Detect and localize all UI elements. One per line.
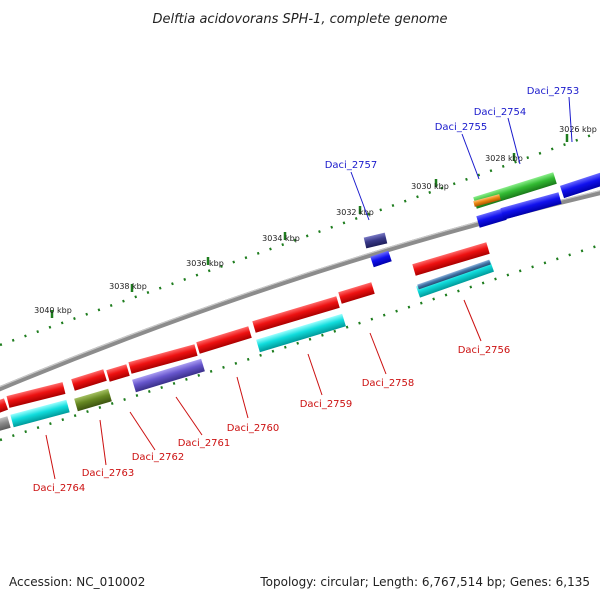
gene-block-red-6 bbox=[71, 369, 107, 391]
leader-line bbox=[568, 96, 573, 143]
map-title: Delftia acidovorans SPH-1, complete geno… bbox=[152, 12, 447, 27]
tick-label: 3034 kbp bbox=[262, 234, 300, 243]
tick-label: 3036 kbp bbox=[186, 259, 224, 268]
leader-line bbox=[307, 353, 323, 396]
gene-label-daci-2757[interactable]: Daci_2757 bbox=[325, 160, 378, 171]
gene-label-daci-2755[interactable]: Daci_2755 bbox=[435, 122, 488, 133]
scale-track-inner bbox=[0, 243, 600, 442]
leader-line bbox=[99, 419, 107, 466]
gene-features bbox=[0, 172, 600, 431]
leader-line bbox=[463, 299, 482, 342]
gene-block-red-4 bbox=[128, 344, 198, 374]
gene-block-daci-2759 bbox=[256, 313, 346, 353]
gene-block-red-2 bbox=[252, 296, 340, 333]
leader-line bbox=[461, 133, 480, 180]
gene-block-daci-2761 bbox=[132, 358, 205, 393]
gene-block-blue-forward bbox=[500, 192, 562, 220]
leader-line bbox=[45, 434, 56, 480]
leader-line bbox=[507, 117, 521, 165]
leader-line bbox=[175, 396, 203, 436]
gene-label-daci-2759[interactable]: Daci_2759 bbox=[300, 399, 353, 410]
gene-block-red-1 bbox=[412, 242, 490, 276]
tick-label: 3026 kbp bbox=[559, 125, 597, 134]
accession-text: Accession: NC_010002 bbox=[9, 575, 146, 589]
gene-label-daci-2763[interactable]: Daci_2763 bbox=[82, 468, 135, 479]
genome-backbone bbox=[0, 190, 600, 392]
gene-label-daci-2754[interactable]: Daci_2754 bbox=[474, 107, 527, 118]
tick-label: 3030 kbp bbox=[411, 182, 449, 191]
gene-block-daci-2764 bbox=[10, 399, 70, 428]
leader-line bbox=[129, 411, 156, 451]
gene-label-daci-2761[interactable]: Daci_2761 bbox=[178, 438, 231, 449]
gene-block-daci-2755-orange bbox=[473, 194, 501, 207]
gene-block-daci-2755 bbox=[476, 208, 507, 228]
gene-label-daci-2753[interactable]: Daci_2753 bbox=[527, 86, 580, 97]
gene-block-red-5 bbox=[106, 364, 130, 382]
gene-block-red-7 bbox=[6, 382, 66, 408]
tick-marks: 3026 kbp 3028 kbp 3030 kbp 3032 kbp 3034 kbp… bbox=[34, 125, 597, 318]
gene-label-daci-2764[interactable]: Daci_2764 bbox=[33, 483, 86, 494]
leader-line bbox=[350, 171, 370, 221]
gene-block-daci-2757 bbox=[363, 232, 388, 249]
gene-block-small-blue bbox=[370, 250, 392, 268]
genome-summary-text: Topology: circular; Length: 6,767,514 bp… bbox=[260, 575, 590, 589]
leader-line bbox=[236, 376, 249, 419]
gene-block-red-8 bbox=[0, 398, 9, 413]
gene-label-daci-2756[interactable]: Daci_2756 bbox=[458, 345, 511, 356]
gene-block-daci-2756-steel bbox=[417, 259, 491, 290]
leader-line bbox=[369, 332, 387, 375]
label-leader-lines bbox=[45, 96, 573, 480]
tick-label: 3032 kbp bbox=[336, 208, 374, 217]
gene-label-daci-2762[interactable]: Daci_2762 bbox=[132, 452, 185, 463]
gene-block-daci-2763 bbox=[74, 388, 112, 412]
gene-label-daci-2760[interactable]: Daci_2760 bbox=[227, 423, 280, 434]
tick-label: 3038 kbp bbox=[109, 282, 147, 291]
gene-label-daci-2758[interactable]: Daci_2758 bbox=[362, 378, 415, 389]
gene-block-daci-2758 bbox=[338, 282, 375, 304]
tick-label: 3028 kbp bbox=[485, 154, 523, 163]
gene-block-daci-2753 bbox=[559, 172, 600, 199]
gene-block-gray-edge bbox=[0, 416, 11, 431]
tick-label: 3040 kbp bbox=[34, 306, 72, 315]
gene-block-red-3 bbox=[196, 326, 252, 354]
